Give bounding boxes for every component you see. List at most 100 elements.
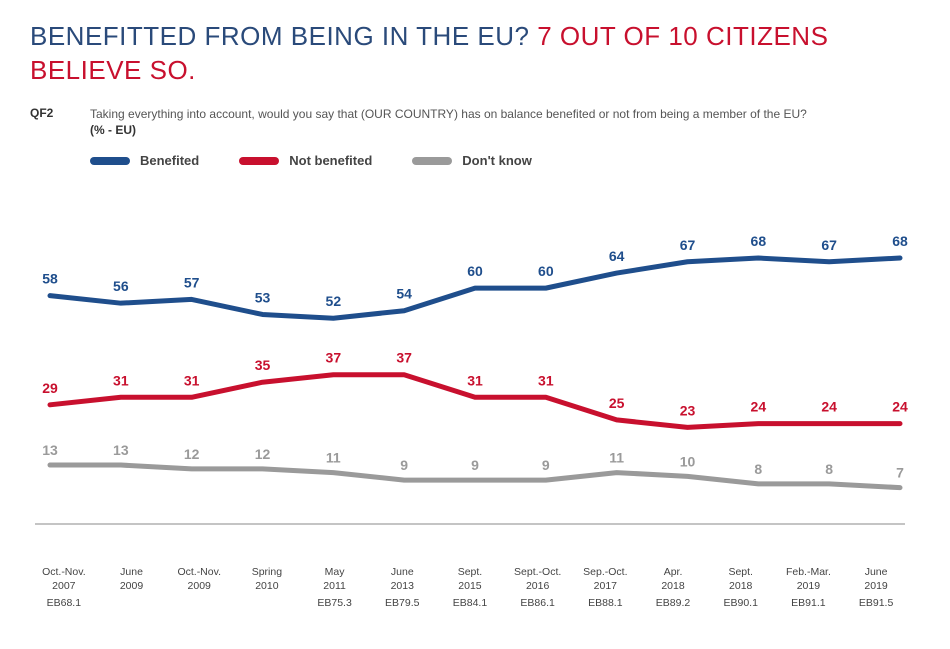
x-tick-line2: 2013 [368,579,436,593]
x-tick-line2: 2019 [842,579,910,593]
x-tick: Oct.-Nov.2009 [165,565,233,610]
x-tick-line2: 2010 [233,579,301,593]
data-label: 68 [751,233,767,249]
data-label: 24 [892,399,908,415]
x-tick-line2: 2015 [436,579,504,593]
x-tick-line3: EB91.5 [842,596,910,610]
x-tick: Sep.-Oct.2017EB88.1 [572,565,640,610]
data-label: 12 [255,446,271,462]
data-label: 29 [42,380,58,396]
x-tick-line3: EB91.1 [775,596,843,610]
x-tick: June2019 EB91.5 [842,565,910,610]
question-sub: (% - EU) [90,123,136,137]
x-tick-line1: Oct.-Nov. [165,565,233,579]
data-label: 37 [396,350,412,366]
x-tick-line3: EB75.3 [301,596,369,610]
data-label: 25 [609,395,625,411]
data-label: 57 [184,275,200,291]
x-tick-line2: 2019 [775,579,843,593]
data-label: 24 [821,399,837,415]
x-tick: Apr.2018 EB89.2 [639,565,707,610]
x-tick-line3: EB90.1 [707,596,775,610]
data-label: 9 [542,457,550,473]
data-label: 52 [326,293,342,309]
chart-legend: Benefited Not benefited Don't know [90,153,920,168]
question-code: QF2 [30,106,70,120]
question-row: QF2 Taking everything into account, woul… [30,106,920,140]
x-tick: June2009 [98,565,166,610]
data-label: 60 [538,263,554,279]
x-tick-line2: 2007 [30,579,98,593]
data-label: 31 [184,372,200,388]
data-label: 11 [609,450,624,466]
data-label: 53 [255,290,271,306]
x-tick: Oct.-Nov.2007 EB68.1 [30,565,98,610]
x-tick-line1: Sep.-Oct. [572,565,640,579]
x-tick-line1: Oct.-Nov. [30,565,98,579]
data-label: 67 [821,237,837,253]
data-label: 58 [42,271,58,287]
data-label: 31 [113,372,129,388]
x-tick: May2011 EB75.3 [301,565,369,610]
data-label: 11 [326,450,341,466]
x-tick-line3: EB86.1 [504,596,572,610]
x-tick-line2: 2009 [98,579,166,593]
data-label: 9 [471,457,479,473]
x-tick: Sept.2018 EB90.1 [707,565,775,610]
x-tick-line2: 2009 [165,579,233,593]
data-label: 60 [467,263,483,279]
x-tick-line3: EB88.1 [572,596,640,610]
x-tick-line1: Spring [233,565,301,579]
data-label: 23 [680,403,696,419]
data-label: 13 [42,442,58,458]
title-part1: BENEFITTED FROM BEING IN THE EU? [30,21,537,51]
data-label: 37 [326,350,342,366]
x-tick-line3: EB84.1 [436,596,504,610]
legend-label: Don't know [462,153,532,168]
question-text-main: Taking everything into account, would yo… [90,107,807,121]
x-tick-line1: June [98,565,166,579]
data-label: 10 [680,454,696,470]
x-tick-line1: Feb.-Mar. [775,565,843,579]
legend-item: Not benefited [239,153,372,168]
x-tick-line1: Apr. [639,565,707,579]
data-label: 12 [184,446,200,462]
legend-item: Don't know [412,153,532,168]
x-tick-line3: EB68.1 [30,596,98,610]
x-tick: Sept.-Oct.2016EB86.1 [504,565,572,610]
x-tick: Sept.2015 EB84.1 [436,565,504,610]
chart-title: BENEFITTED FROM BEING IN THE EU? 7 OUT O… [30,20,920,88]
legend-swatch [90,157,130,165]
data-label: 35 [255,357,271,373]
data-label: 9 [400,457,408,473]
x-tick-line2: 2011 [301,579,369,593]
x-tick-line1: May [301,565,369,579]
data-label: 31 [538,372,554,388]
x-tick-line2: 2018 [639,579,707,593]
data-label: 64 [609,248,625,264]
legend-swatch [412,157,452,165]
x-tick: June2013EB79.5 [368,565,436,610]
data-label: 31 [467,372,483,388]
data-label: 8 [754,461,762,477]
x-tick-line1: Sept.-Oct. [504,565,572,579]
x-tick-line2: 2018 [707,579,775,593]
line-chart: 5856575352546060646768676829313135373731… [30,174,920,610]
legend-item: Benefited [90,153,199,168]
question-text: Taking everything into account, would yo… [90,106,920,140]
x-tick-line1: Sept. [707,565,775,579]
x-tick-line3: EB89.2 [639,596,707,610]
data-label: 8 [825,461,833,477]
x-tick-line1: June [842,565,910,579]
x-tick-line1: Sept. [436,565,504,579]
x-axis: Oct.-Nov.2007EB68.1June2009Oct.-Nov.2009… [30,565,910,610]
data-label: 68 [892,233,908,249]
legend-swatch [239,157,279,165]
data-label: 13 [113,442,129,458]
chart-svg: 5856575352546060646768676829313135373731… [30,174,910,554]
x-tick: Spring2010 [233,565,301,610]
data-label: 56 [113,278,129,294]
x-tick-line3: EB79.5 [368,596,436,610]
legend-label: Not benefited [289,153,372,168]
x-tick: Feb.-Mar.2019 EB91.1 [775,565,843,610]
